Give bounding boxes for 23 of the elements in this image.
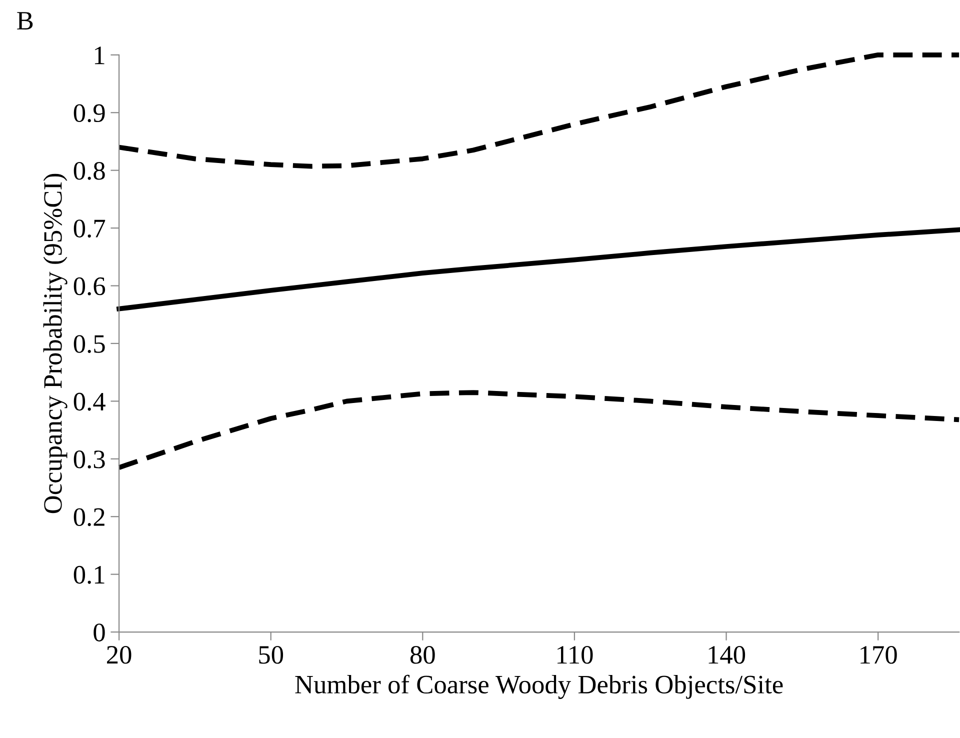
x-tick-label: 80 <box>410 646 435 664</box>
x-tick-label: 140 <box>708 646 746 664</box>
y-tick-label: 0.7 <box>74 220 106 238</box>
y-tick-label: 0.8 <box>74 162 105 180</box>
line-series <box>116 390 960 470</box>
x-tick-label: 20 <box>107 646 132 664</box>
y-tick-label: 0.2 <box>74 508 104 526</box>
x-axis-title: Number of Coarse Woody Debris Objects/Site <box>295 674 783 699</box>
chart-title: B <box>17 12 33 30</box>
y-tick-label: 1 <box>94 46 104 64</box>
y-tick-label: 0 <box>94 624 105 642</box>
y-tick-label: 0.9 <box>74 104 105 122</box>
y-axis-title: Occupancy Probability (95%CI) <box>43 174 68 514</box>
x-tick-label: 170 <box>860 646 897 664</box>
y-tick-label: 0.6 <box>74 277 106 296</box>
line-series <box>116 52 960 169</box>
y-tick-label: 0.5 <box>74 335 105 353</box>
x-tick-label: 110 <box>557 646 593 664</box>
x-tick-label: 50 <box>259 646 284 664</box>
y-tick-label: 0.1 <box>74 566 104 584</box>
line-series <box>116 227 960 312</box>
y-tick-label: 0.3 <box>74 450 105 468</box>
y-tick-label: 0.4 <box>74 392 106 411</box>
